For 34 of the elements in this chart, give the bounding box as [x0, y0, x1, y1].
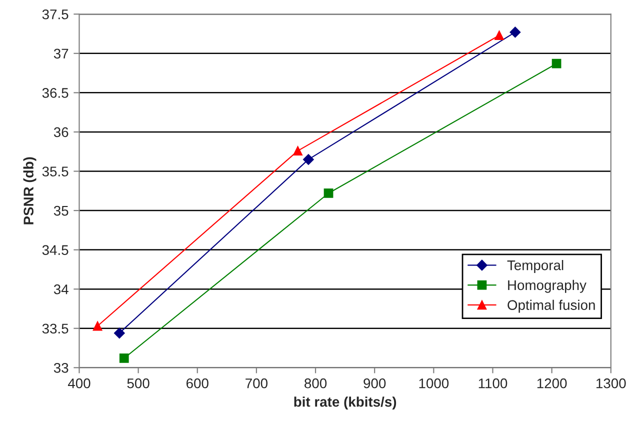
x-tick-label: 400 [68, 378, 90, 388]
x-axis-title: bit rate (kbits/s) [294, 396, 396, 410]
x-tick-label: 1100 [478, 378, 508, 388]
legend-label: Homography [508, 280, 586, 293]
x-tick-label: 1300 [596, 378, 626, 388]
y-tick-label: 33 [54, 362, 68, 373]
x-tick-label: 900 [364, 378, 386, 388]
y-axis-title: PSNR (db) [23, 157, 36, 224]
legend-label: Temporal [507, 260, 564, 273]
point [510, 26, 521, 38]
point [114, 328, 125, 339]
y-tick-label: 36 [54, 127, 68, 138]
y-tick-label: 37.5 [42, 9, 68, 20]
y-tick-label: 34.5 [42, 245, 68, 255]
x-tick-label: 500 [127, 378, 150, 388]
x-tick-label: 600 [186, 378, 208, 388]
y-tick-label: 37 [54, 48, 68, 59]
x-tick-label: 1200 [537, 378, 567, 388]
point [303, 154, 314, 165]
y-tick-label: 33.5 [42, 324, 68, 334]
y-tick-label: 35.5 [42, 166, 68, 176]
y-tick-label: 34 [54, 284, 68, 294]
point [92, 321, 102, 331]
point [552, 58, 562, 68]
x-tick-label: 700 [246, 378, 268, 388]
point [119, 354, 129, 363]
x-tick-label: 800 [304, 378, 327, 388]
point [293, 146, 302, 156]
legend-label: Optimal fusion [508, 300, 595, 313]
y-tick-label: 35 [54, 206, 68, 216]
point [494, 30, 504, 40]
point [324, 188, 334, 198]
y-tick-label: 36.5 [42, 88, 68, 98]
x-tick-label: 1000 [419, 378, 449, 388]
